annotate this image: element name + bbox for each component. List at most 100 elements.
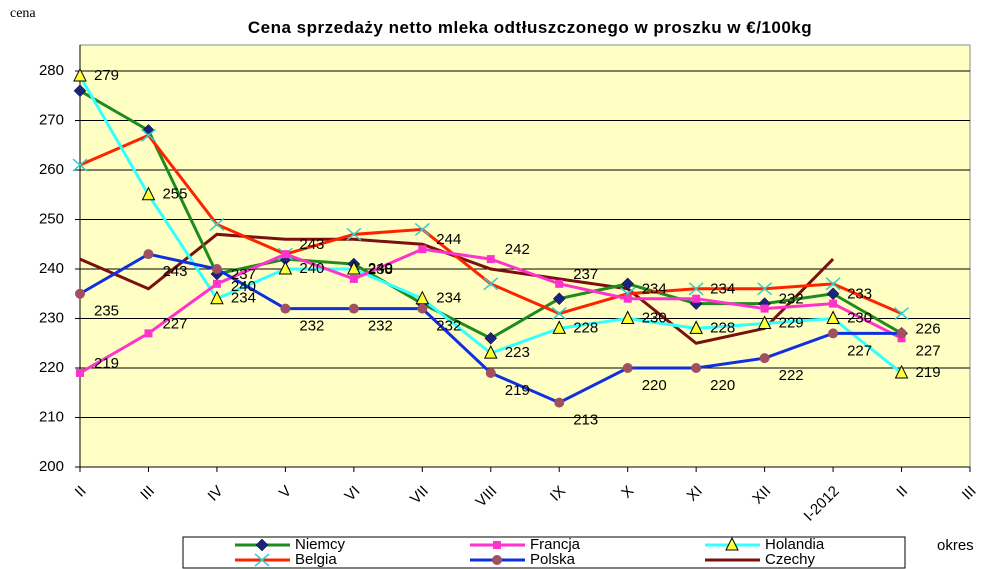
data-point bbox=[76, 368, 84, 377]
y-tick-label: 220 bbox=[39, 359, 64, 376]
x-tick-label: X bbox=[618, 483, 637, 502]
legend-marker bbox=[254, 553, 270, 567]
data-point bbox=[757, 315, 772, 329]
data-point bbox=[140, 128, 156, 142]
x-tick-label: VII bbox=[407, 483, 432, 508]
data-point bbox=[828, 328, 839, 339]
legend-label: Niemcy bbox=[295, 536, 346, 553]
data-label: 230 bbox=[642, 309, 667, 326]
data-label: 234 bbox=[710, 281, 735, 298]
data-point bbox=[691, 363, 702, 373]
data-point bbox=[349, 274, 358, 283]
data-label: 243 bbox=[299, 236, 324, 253]
data-point bbox=[211, 264, 222, 274]
data-point bbox=[347, 260, 361, 275]
data-label: 233 bbox=[847, 286, 872, 303]
data-point bbox=[552, 292, 566, 306]
data-label: 227 bbox=[847, 342, 872, 359]
data-label: 219 bbox=[916, 364, 941, 381]
legend-marker bbox=[493, 541, 501, 549]
data-label: 232 bbox=[779, 291, 804, 308]
data-label: 234 bbox=[231, 290, 256, 307]
legend-label: Francja bbox=[530, 536, 581, 553]
y-tick-label: 240 bbox=[39, 260, 64, 277]
data-label: 220 bbox=[642, 377, 667, 394]
data-label: 234 bbox=[436, 290, 461, 307]
y-tick-label: 230 bbox=[39, 309, 64, 326]
data-point bbox=[896, 328, 907, 339]
data-label: 226 bbox=[916, 320, 941, 337]
data-point bbox=[551, 306, 567, 321]
data-point bbox=[417, 303, 428, 314]
data-point bbox=[483, 345, 498, 359]
x-tick-label: I-2012 bbox=[801, 483, 843, 525]
data-point bbox=[348, 303, 359, 314]
data-point bbox=[210, 290, 224, 305]
x-tick-label: III bbox=[137, 483, 158, 504]
x-axis-label: okres bbox=[937, 537, 974, 554]
data-point bbox=[692, 294, 701, 303]
legend-marker bbox=[255, 538, 269, 552]
data-label: 243 bbox=[162, 263, 187, 280]
legend-label: Czechy bbox=[765, 551, 816, 568]
data-label: 219 bbox=[94, 355, 119, 372]
data-point bbox=[622, 363, 633, 373]
data-label: 232 bbox=[299, 318, 324, 335]
data-point bbox=[281, 250, 290, 259]
chart-title: Cena sprzedaży netto mleka odtłuszczoneg… bbox=[247, 18, 813, 37]
y-tick-label: 250 bbox=[39, 210, 64, 227]
x-tick-label: II bbox=[72, 483, 90, 501]
data-label: 237 bbox=[573, 266, 598, 283]
x-tick-label: XI bbox=[684, 483, 706, 505]
data-label: 227 bbox=[916, 342, 941, 359]
plot-area bbox=[79, 44, 971, 468]
data-label: 220 bbox=[710, 377, 735, 394]
y-tick-label: 260 bbox=[39, 161, 64, 178]
x-tick-label: IX bbox=[547, 483, 569, 505]
data-point bbox=[623, 294, 632, 303]
legend-box bbox=[182, 536, 906, 569]
data-label: 242 bbox=[505, 241, 530, 258]
data-point bbox=[485, 367, 496, 378]
data-point bbox=[760, 304, 769, 313]
legend-label: Belgia bbox=[295, 551, 337, 568]
data-point bbox=[552, 320, 567, 334]
data-label: 228 bbox=[710, 319, 735, 336]
legend-marker bbox=[492, 555, 502, 565]
data-label: 222 bbox=[779, 367, 804, 384]
data-label: 237 bbox=[231, 266, 256, 283]
x-tick-label: III bbox=[959, 483, 980, 504]
data-point bbox=[825, 277, 841, 291]
data-label: 240 bbox=[299, 260, 324, 277]
data-label: 213 bbox=[573, 412, 598, 429]
data-point bbox=[73, 84, 87, 98]
data-point bbox=[826, 310, 840, 324]
legend-marker bbox=[725, 536, 739, 551]
data-point bbox=[346, 227, 362, 241]
data-point bbox=[621, 277, 635, 291]
data-point bbox=[483, 277, 499, 291]
x-tick-label: VIII bbox=[472, 483, 500, 511]
data-point bbox=[72, 158, 88, 172]
data-label: 240 bbox=[231, 278, 256, 295]
data-label: 238 bbox=[368, 261, 393, 278]
legend-label: Polska bbox=[530, 551, 576, 568]
data-point bbox=[894, 306, 910, 321]
data-label: 227 bbox=[162, 315, 187, 332]
data-point bbox=[143, 249, 154, 260]
y-tick-label: 210 bbox=[39, 408, 64, 425]
data-point bbox=[414, 222, 430, 236]
x-tick-label: XII bbox=[749, 483, 774, 508]
data-label: 223 bbox=[505, 344, 530, 361]
data-label: 230 bbox=[847, 309, 872, 326]
data-label: 255 bbox=[162, 186, 187, 203]
data-label: 232 bbox=[368, 318, 393, 335]
legend-label: Holandia bbox=[765, 536, 825, 553]
data-point bbox=[484, 331, 498, 345]
data-label: 229 bbox=[779, 314, 804, 331]
data-point bbox=[757, 282, 773, 296]
data-label: 228 bbox=[573, 319, 598, 336]
data-label: 244 bbox=[436, 231, 461, 248]
